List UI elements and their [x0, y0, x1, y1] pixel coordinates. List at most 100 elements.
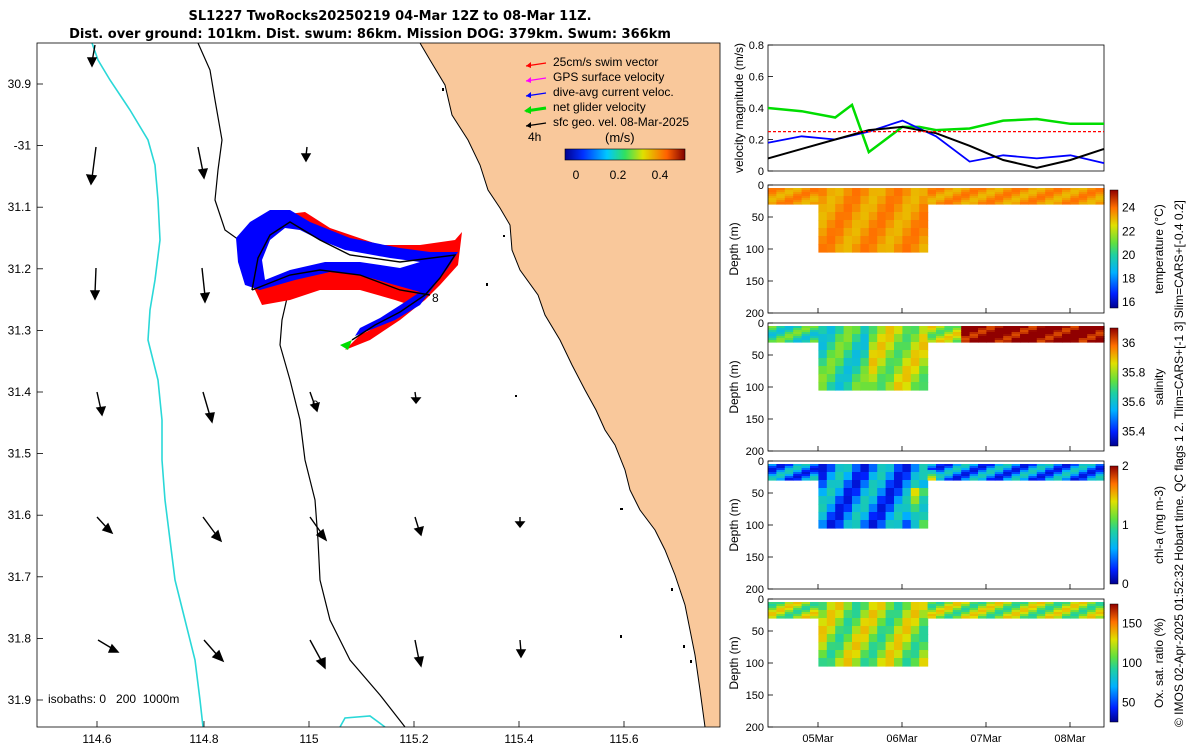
profile-cell: [994, 466, 1004, 469]
profile-cell: [1036, 466, 1046, 469]
profile-cell: [852, 512, 861, 521]
profile-cell: [793, 608, 803, 611]
profile-cell: [969, 470, 979, 473]
profile-cell: [860, 488, 870, 497]
profile-cell: [1028, 332, 1038, 335]
profile-cell: [860, 212, 870, 221]
profile-cell: [1053, 328, 1063, 331]
profile-cell: [1011, 188, 1021, 191]
profile-cell: [1078, 476, 1088, 479]
depth-tick-label: 150: [746, 690, 764, 702]
profile-cell: [1078, 608, 1088, 611]
profile-cell: [961, 334, 971, 337]
profile-cell: [768, 192, 777, 195]
profile-cell: [793, 330, 803, 333]
profile-cell: [835, 634, 845, 643]
profile-cell: [919, 488, 929, 497]
profile-cell: [936, 470, 945, 473]
profile-cell: [961, 606, 971, 609]
profile-cell: [927, 468, 937, 471]
profile-cell: [927, 340, 937, 343]
profile-cell: [1028, 616, 1038, 619]
profile-cell: [936, 194, 945, 197]
profile-colorbar: [1109, 465, 1119, 585]
profile-cell: [1003, 340, 1013, 343]
profile-cell: [927, 194, 937, 197]
profile-cell: [793, 604, 803, 607]
profile-cell: [768, 610, 777, 613]
time-tick-label: 07Mar: [970, 733, 1002, 745]
profile-cell: [902, 658, 912, 667]
velocity-series-2: [767, 125, 1105, 169]
profile-cell: [1028, 326, 1038, 329]
profile-cell: [1036, 328, 1046, 331]
profile-cell: [944, 474, 954, 477]
profile-cell: [1036, 612, 1046, 615]
profile-cell: [1087, 198, 1097, 201]
profile-cell: [793, 616, 803, 619]
profile-cell: [927, 336, 937, 339]
profile-cell: [835, 220, 845, 229]
profile-cell: [877, 610, 887, 619]
isobaths-label: isobaths: 0 200 1000m: [48, 692, 179, 706]
profile-cell: [843, 382, 853, 391]
profile-cell: [927, 606, 937, 609]
colorbar-tick-label: 35.4: [1122, 424, 1146, 438]
profile-cell: [1045, 478, 1055, 481]
profile-cell: [1045, 468, 1055, 471]
profile-cell: [860, 602, 870, 611]
profile-cell: [860, 326, 870, 335]
profile-cell: [1045, 602, 1055, 605]
profile-cell: [776, 612, 786, 615]
profile-cell: [969, 326, 979, 329]
profile-cell: [768, 326, 777, 329]
profile-cell: [1078, 610, 1088, 613]
profile-cell: [910, 626, 920, 635]
profile-cell: [801, 616, 811, 619]
profile-cell: [986, 338, 996, 341]
profile-cell: [944, 606, 954, 609]
profile-cell: [843, 602, 853, 611]
isobath-1000m: [91, 43, 204, 727]
profile-cell: [801, 202, 811, 205]
profile-cell: [1011, 202, 1021, 205]
profile-cell: [944, 616, 954, 619]
profile-cell: [902, 650, 912, 659]
profile-cell: [994, 602, 1004, 605]
profile-cell: [810, 616, 819, 619]
profile-cell: [784, 478, 794, 481]
profile-cell: [1036, 194, 1046, 197]
profile-cell: [978, 194, 987, 197]
profile-cell: [936, 334, 945, 337]
profile-cell: [894, 488, 903, 497]
profile-cell: [919, 342, 929, 351]
time-axis: 05Mar 06Mar 07Mar 08Mar: [802, 733, 1086, 745]
profile-cell: [860, 496, 870, 505]
colorbar-tick-label: 20: [1122, 248, 1136, 262]
profile-cell: [994, 334, 1004, 337]
profile-cell: [1062, 606, 1071, 609]
profile-cell: [894, 642, 903, 651]
profile-cell: [1095, 614, 1105, 617]
profile-cell: [877, 618, 887, 627]
profile-cell: [944, 190, 954, 193]
profile-cell: [919, 464, 929, 473]
profile-cell: [835, 358, 845, 367]
profile-cell: [936, 464, 945, 467]
profile-cell: [1070, 470, 1080, 473]
colorbar-tick-label: 0: [1122, 577, 1129, 591]
colorbar-tick-0.2: 0.2: [610, 168, 627, 182]
profile-cell: [1078, 326, 1088, 329]
profile-cell: [927, 616, 937, 619]
profile-cell: [952, 332, 962, 335]
profile-cell: [1062, 326, 1071, 329]
profile-cell: [776, 616, 786, 619]
profile-cell: [818, 244, 828, 253]
profile-cell: [784, 474, 794, 477]
profile-cell: [1053, 190, 1063, 193]
profile-cell: [1011, 336, 1021, 339]
profile-cell: [902, 464, 912, 473]
profile-cell: [994, 470, 1004, 473]
profile-cell: [1095, 328, 1105, 331]
profile-cell: [936, 190, 945, 193]
